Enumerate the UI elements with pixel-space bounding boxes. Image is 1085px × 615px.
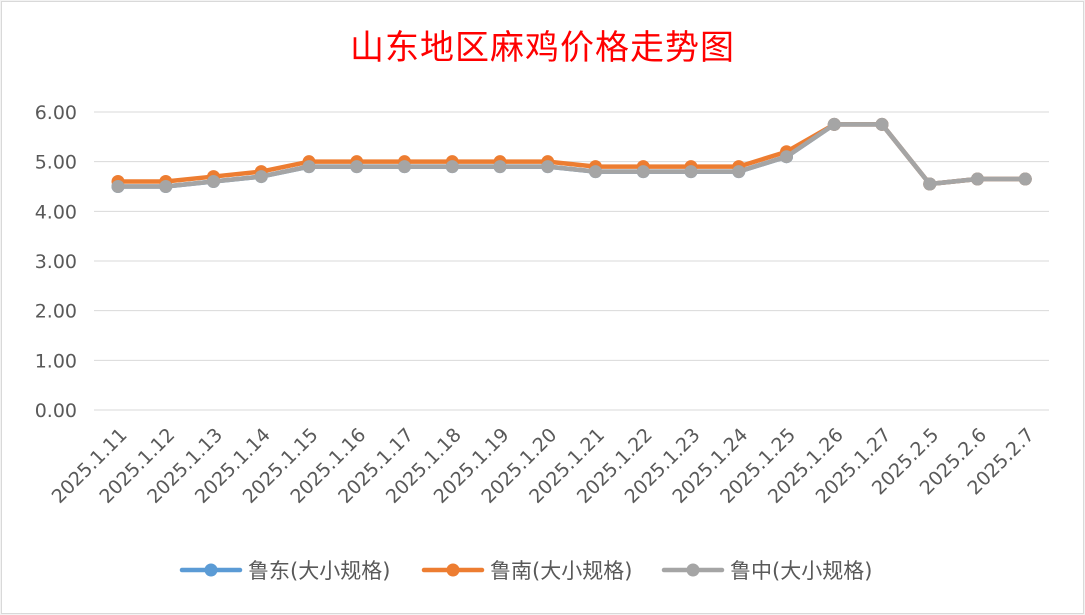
y-tick-label: 4.00 (35, 201, 77, 223)
legend-label: 鲁中(大小规格) (730, 559, 872, 583)
data-point (1018, 172, 1032, 186)
legend-swatch-marker (446, 563, 460, 577)
series-line (115, 122, 1028, 189)
data-point (207, 175, 220, 189)
data-point (636, 165, 650, 179)
data-point (732, 165, 746, 179)
data-point (971, 172, 984, 186)
data-point (111, 180, 125, 193)
series-2 (111, 117, 1032, 193)
legend-item: 鲁东(大小规格) (179, 559, 390, 583)
chart-title: 山东地区麻鸡价格走势图 (350, 28, 735, 68)
legend-swatch-marker (204, 563, 218, 577)
data-point (350, 160, 364, 174)
legend-item: 鲁南(大小规格) (421, 559, 632, 583)
legend: 鲁东(大小规格) 鲁南(大小规格) 鲁中(大小规格) (179, 559, 872, 583)
y-tick-label: 3.00 (35, 251, 77, 273)
series-0 (111, 117, 1032, 193)
legend-label: 鲁南(大小规格) (490, 559, 632, 583)
data-point (398, 160, 411, 174)
data-point (684, 165, 698, 179)
legend-label: 鲁东(大小规格) (248, 559, 390, 583)
y-tick-label: 2.00 (35, 301, 77, 323)
data-point (541, 160, 555, 174)
gridlines (94, 111, 1049, 411)
y-tick-label: 6.00 (35, 102, 77, 124)
data-point (780, 150, 793, 164)
y-tick-label: 1.00 (35, 350, 77, 372)
y-tick-label: 0.00 (35, 400, 77, 422)
data-point (254, 170, 268, 184)
data-point (923, 177, 937, 191)
data-point (159, 180, 173, 193)
data-point (827, 117, 841, 131)
data-point (875, 117, 889, 131)
data-point (493, 160, 507, 174)
legend-item: 鲁中(大小规格) (661, 559, 872, 583)
data-point (445, 160, 459, 174)
series-lines (111, 117, 1032, 193)
y-axis-ticks: 0.00 1.00 2.00 3.00 4.00 5.00 6.00 (35, 102, 77, 422)
legend-swatch-marker (686, 563, 700, 577)
data-point (302, 160, 316, 174)
x-axis-ticks: 2025.1.112025.1.122025.1.132025.1.142025… (48, 424, 1039, 508)
y-tick-label: 5.00 (35, 152, 77, 174)
data-point (589, 165, 602, 179)
